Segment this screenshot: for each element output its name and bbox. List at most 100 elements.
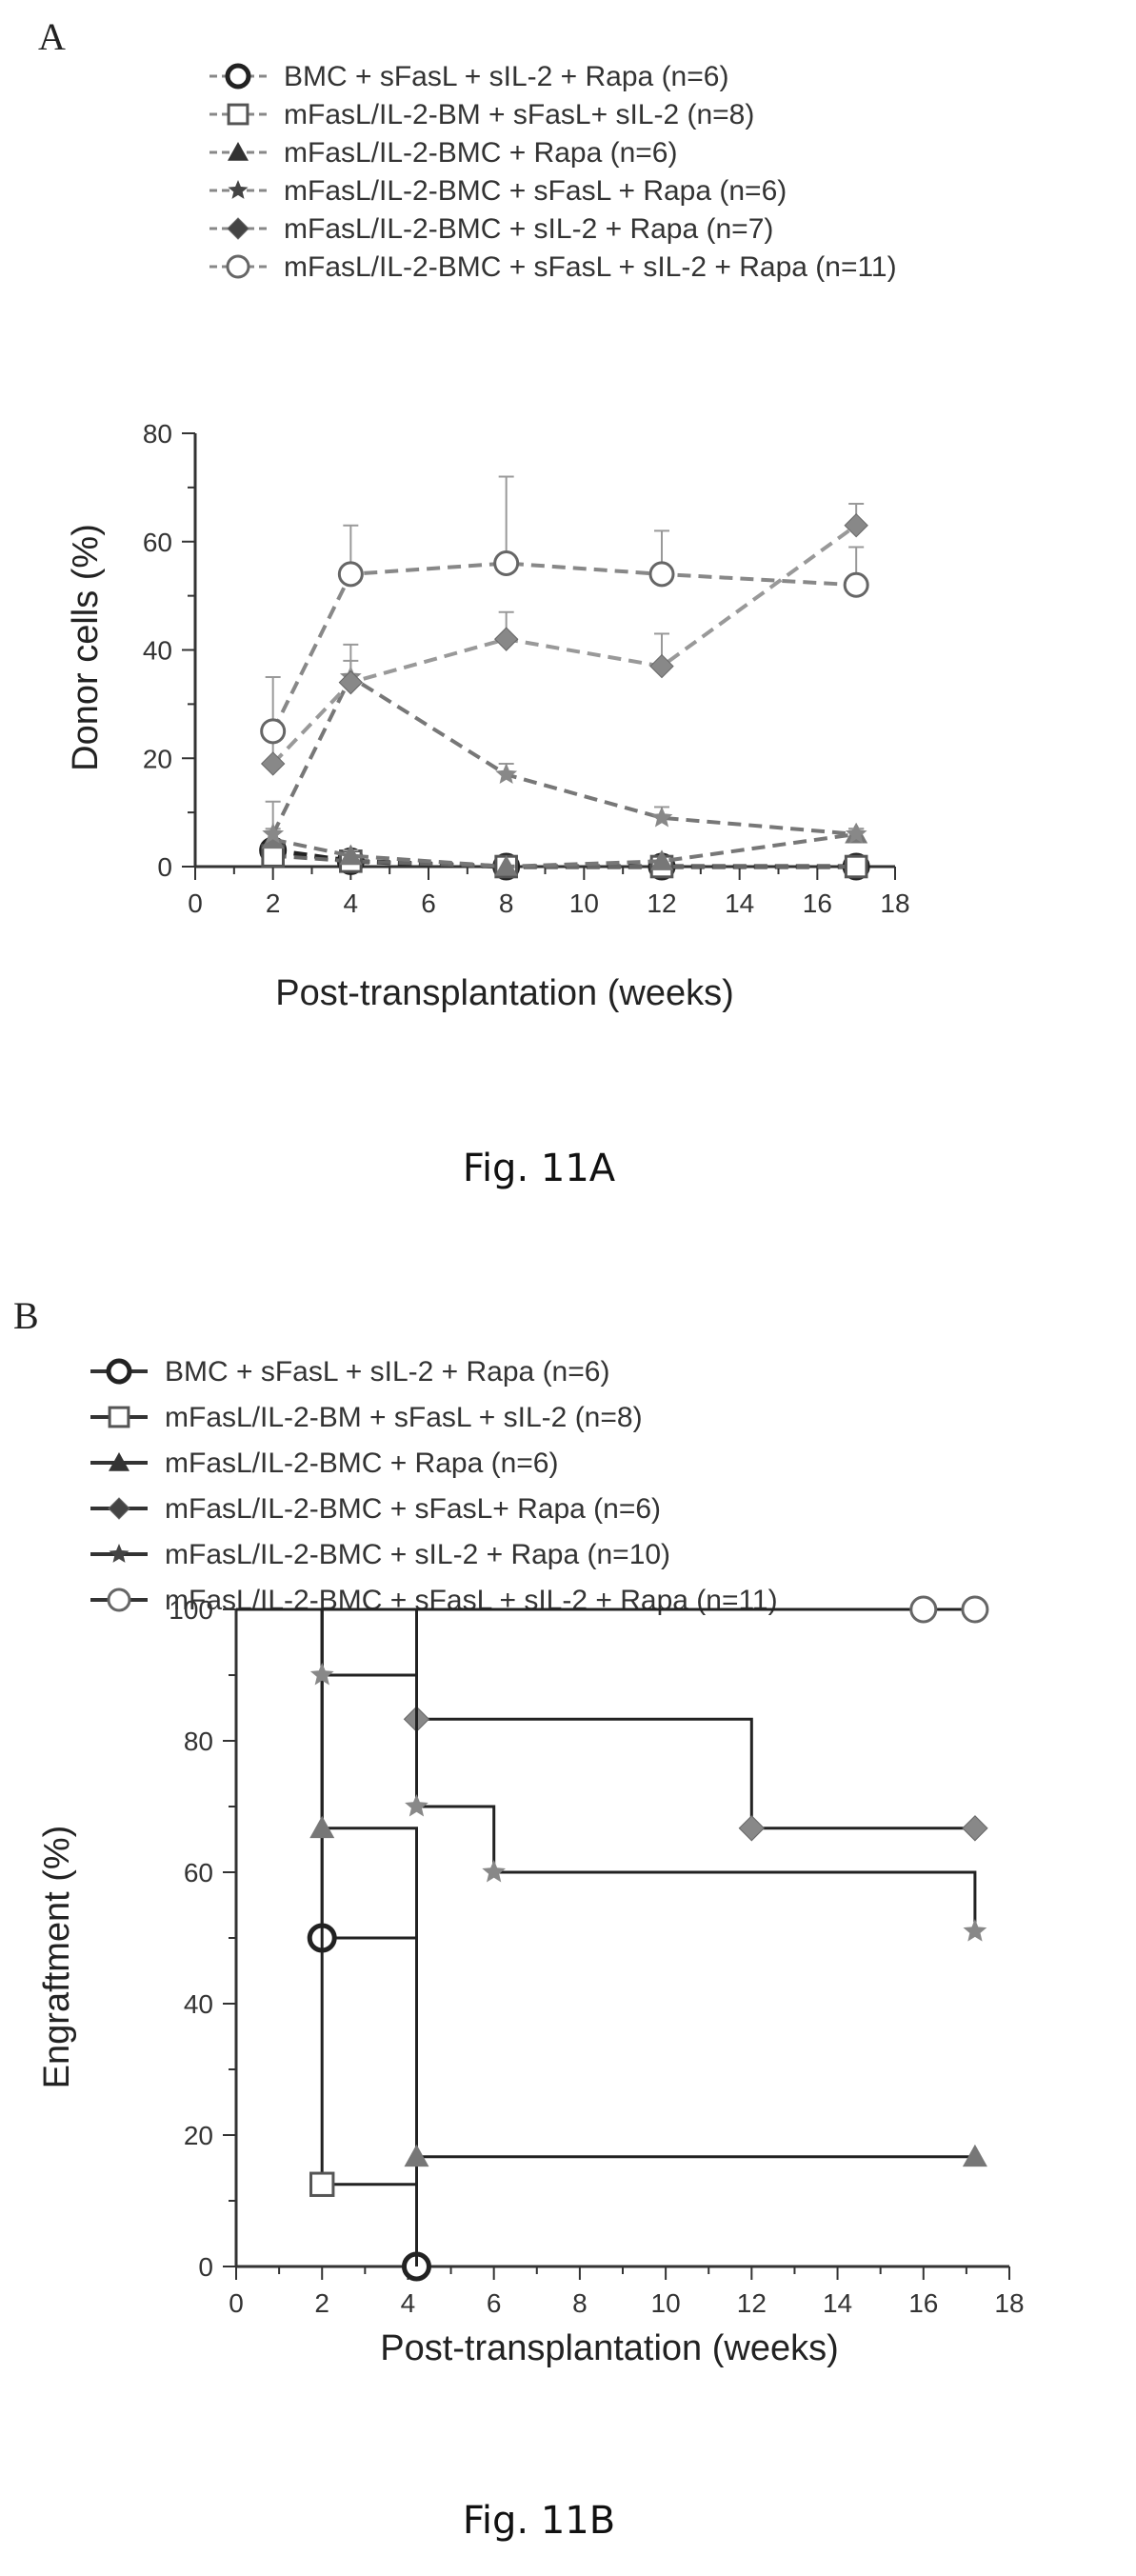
panel-b-y-axis-title: Engraftment (%) (37, 1826, 77, 2089)
panel-a-data-point (262, 720, 285, 743)
panel-b-y-tick-label: 80 (184, 1727, 213, 1756)
panel-a-y-tick-label: 0 (157, 852, 172, 882)
panel-b-data-point (482, 1860, 506, 1883)
panel-b-step-line (236, 1609, 975, 1828)
panel-a-letter: A (38, 15, 66, 58)
panel-a-legend-label: mFasL/IL-2-BMC + sFasL + Rapa (n=6) (284, 175, 787, 207)
panel-b-letter: B (13, 1294, 39, 1337)
panel-a-data-point (495, 628, 518, 650)
panel-b-data-point (911, 1597, 936, 1622)
panel-b-step-line (236, 1609, 975, 1931)
panel-b-data-point (405, 1794, 428, 1817)
panel-a-x-tick-label: 4 (344, 889, 359, 918)
panel-b-x-tick-label: 14 (823, 2288, 852, 2318)
panel-b-data-point (963, 1597, 987, 1622)
panel-b-data-point (963, 1816, 987, 1841)
panel-b-legend-marker (110, 1544, 130, 1563)
panel-b-legend-label: mFasL/IL-2-BMC + sIL-2 + Rapa (n=10) (165, 1539, 670, 1570)
panel-a-y-tick-label: 20 (143, 744, 172, 773)
panel-a-x-axis-title: Post-transplantation (weeks) (275, 973, 734, 1013)
panel-a-legend-item: mFasL/IL-2-BMC + Rapa (n=6) (209, 137, 677, 169)
panel-a-y-tick-label: 80 (143, 419, 172, 449)
panel-b-x-tick-label: 6 (487, 2288, 502, 2318)
panel-a-series-line (273, 677, 857, 834)
panel-b-y-tick-label: 100 (169, 1595, 213, 1625)
panel-b-data-point (964, 1919, 987, 1942)
panel-b-x-axis-title: Post-transplantation (weeks) (380, 2328, 839, 2368)
panel-b-legend-label: mFasL/IL-2-BMC + sFasL + sIL-2 + Rapa (n… (165, 1585, 778, 1616)
panel-a-legend-marker (228, 256, 249, 277)
panel-a-data-point (339, 563, 362, 586)
panel-b-y-tick-label: 20 (184, 2121, 213, 2150)
panel-a-series (262, 477, 868, 743)
panel-a-legend-label: BMC + sFasL + sIL-2 + Rapa (n=6) (284, 61, 728, 92)
panel-a-x-tick-label: 10 (569, 889, 599, 918)
panel-b-legend-item: BMC + sFasL + sIL-2 + Rapa (n=6) (90, 1356, 609, 1388)
panel-a-data-point (846, 856, 867, 877)
panel-b-series (236, 1609, 987, 1942)
panel-a-data-point (845, 573, 867, 596)
panel-a-series (262, 504, 868, 775)
panel-a-legend-marker (228, 142, 249, 161)
panel-b-series (236, 1609, 987, 2167)
panel-a-legend-marker (229, 105, 248, 124)
panel-a-x-tick-label: 8 (499, 889, 514, 918)
panel-a-x-tick-label: 6 (421, 889, 436, 918)
panel-b-legend-label: mFasL/IL-2-BMC + Rapa (n=6) (165, 1448, 558, 1479)
panel-b-legend-marker (109, 1589, 130, 1610)
panel-a-legend-label: mFasL/IL-2-BMC + sIL-2 + Rapa (n=7) (284, 213, 773, 245)
panel-b-y-tick-label: 0 (198, 2252, 213, 2282)
panel-b-legend: BMC + sFasL + sIL-2 + Rapa (n=6) mFasL/IL… (90, 1356, 778, 1616)
panel-b-x-tick-label: 8 (572, 2288, 588, 2318)
panel-b-legend-marker (110, 1408, 129, 1427)
panel-a-legend-label: mFasL/IL-2-BMC + sFasL + sIL-2 + Rapa (n… (284, 251, 897, 283)
panel-a-data-point (650, 563, 673, 586)
panel-b-y-tick-label: 40 (184, 1989, 213, 2019)
panel-b-legend-item: mFasL/IL-2-BM + sFasL + sIL-2 (n=8) (90, 1402, 643, 1433)
panel-a-x-tick-label: 18 (880, 889, 909, 918)
panel-b-caption: Fig. 11B (463, 2499, 615, 2543)
panel-b-legend-item: mFasL/IL-2-BMC + sFasL+ Rapa (n=6) (90, 1493, 661, 1525)
panel-a-legend-item: mFasL/IL-2-BMC + sFasL + Rapa (n=6) (209, 175, 787, 207)
panel-a-series-line (273, 564, 857, 731)
panel-a-legend-item: mFasL/IL-2-BMC + sFasL + sIL-2 + Rapa (n… (209, 251, 897, 283)
panel-a-y-tick-label: 40 (143, 636, 172, 666)
panel-b-x-tick-label: 10 (651, 2288, 681, 2318)
panel-b-x-tick-label: 12 (737, 2288, 767, 2318)
panel-a-data-point (651, 807, 673, 828)
panel-b-x-tick-label: 2 (314, 2288, 329, 2318)
panel-b-legend-marker (109, 1361, 130, 1382)
panel-a-data-point (495, 552, 518, 575)
panel-a-legend-item: mFasL/IL-2-BM + sFasL+ sIL-2 (n=8) (209, 99, 754, 130)
panel-b-x-tick-label: 18 (994, 2288, 1024, 2318)
panel-a-x-tick-label: 0 (188, 889, 203, 918)
panel-b-data-point (311, 2173, 333, 2195)
panel-a-y-tick-label: 60 (143, 528, 172, 557)
panel-a-legend-label: mFasL/IL-2-BMC + Rapa (n=6) (284, 137, 677, 169)
panel-a-x-tick-label: 14 (725, 889, 754, 918)
panel-a-legend-label: mFasL/IL-2-BM + sFasL+ sIL-2 (n=8) (284, 99, 754, 130)
panel-b-legend-label: mFasL/IL-2-BMC + sFasL+ Rapa (n=6) (165, 1493, 661, 1525)
panel-a-x-tick-label: 16 (803, 889, 832, 918)
panel-a-legend-marker (229, 180, 249, 199)
panel-a-plot: 0 2 4 6 8 10 12 14 16 18 0 20 40 60 80 (143, 419, 910, 918)
panel-b-plot: 0 2 4 6 8 10 12 14 16 18 0 20 40 60 80 100 (169, 1595, 1024, 2318)
panel-a-legend: BMC + sFasL + sIL-2 + Rapa (n=6) mFasL/IL… (209, 61, 897, 283)
panel-b-data-point (739, 1816, 764, 1841)
panel-b-x-tick-label: 0 (229, 2288, 244, 2318)
panel-a: A BMC + sFasL + sIL-2 + Rapa (n=6) mFasL/… (38, 15, 910, 1190)
panel-b-legend-item: mFasL/IL-2-BMC + Rapa (n=6) (90, 1448, 558, 1479)
panel-b-x-tick-label: 16 (908, 2288, 938, 2318)
panel-a-legend-item: BMC + sFasL + sIL-2 + Rapa (n=6) (209, 61, 728, 92)
panel-b-legend-label: BMC + sFasL + sIL-2 + Rapa (n=6) (165, 1356, 609, 1388)
panel-b-legend-marker (109, 1498, 130, 1519)
panel-a-legend-marker (228, 218, 249, 239)
panel-a-caption: Fig. 11A (463, 1147, 616, 1190)
panel-a-x-tick-label: 12 (647, 889, 676, 918)
panel-b-y-tick-label: 60 (184, 1858, 213, 1887)
panel-b-x-tick-label: 4 (401, 2288, 416, 2318)
panel-a-x-tick-label: 2 (266, 889, 281, 918)
panel-b-legend-label: mFasL/IL-2-BM + sFasL + sIL-2 (n=8) (165, 1402, 643, 1433)
panel-b: B BMC + sFasL + sIL-2 + Rapa (n=6) mFasL/… (13, 1294, 1025, 2543)
